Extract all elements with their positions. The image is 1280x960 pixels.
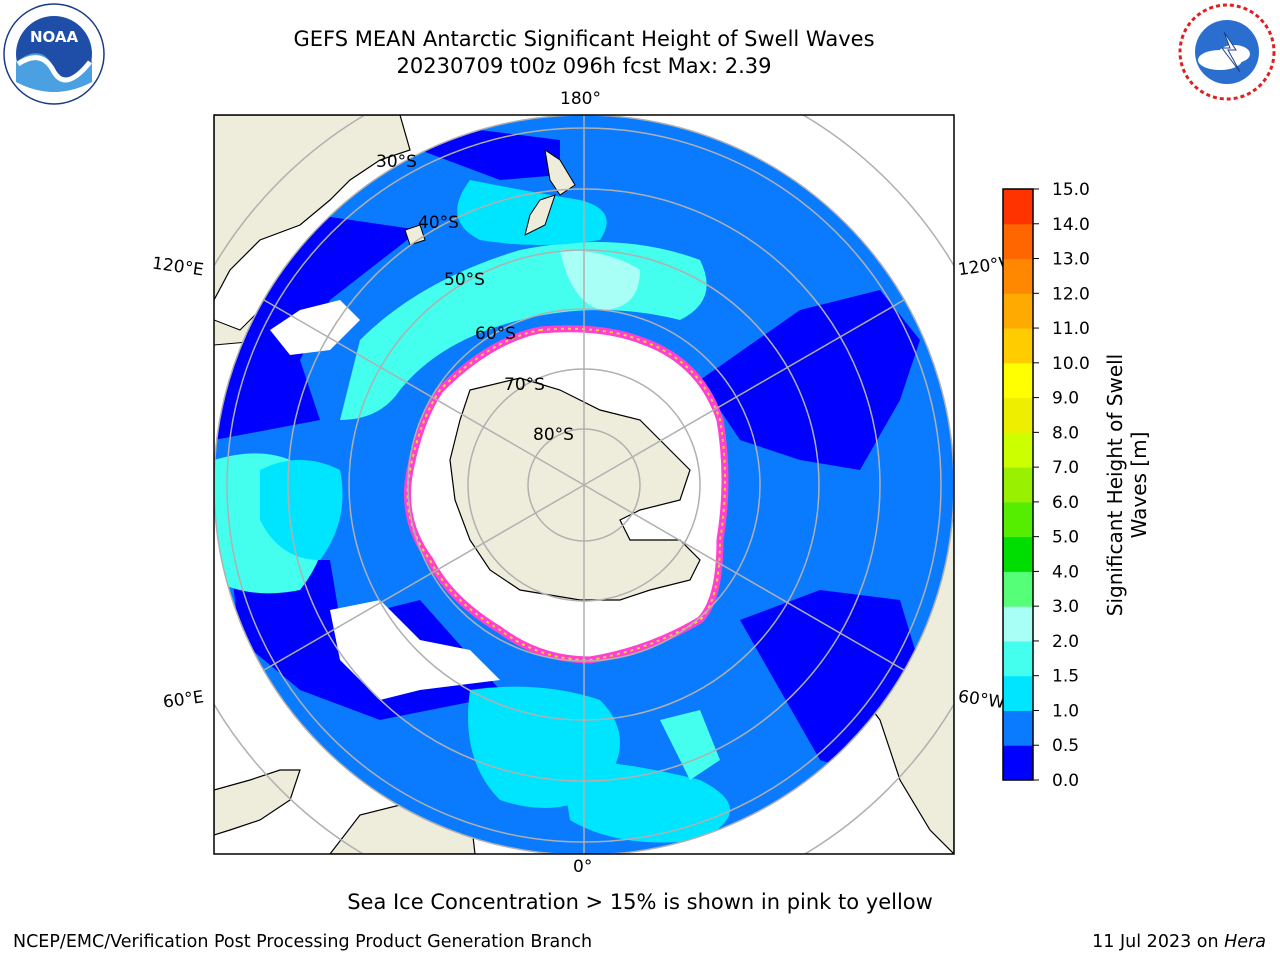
colorbar-bin-15 [1003,223,1033,260]
noaa-logo: NOAA [3,3,105,105]
colorbar-tick-label: 9.0 [1052,389,1079,409]
colorbar-tick-label: 14.0 [1052,215,1090,235]
colorbar-tick-label: 0.5 [1052,736,1079,756]
colorbar-tick-label: 15.0 [1052,180,1090,200]
chart-title: GEFS MEAN Antarctic Significant Height o… [293,27,875,51]
madagascar-land [214,769,301,836]
antarctica-land [449,377,701,601]
colorbar-label-line2: Waves [m] [1127,431,1151,539]
australia-land [214,115,411,301]
nws-logo [1178,3,1276,101]
colorbar-bin-6 [1003,536,1033,572]
footer-date-text: 11 Jul 2023 on [1092,932,1225,952]
colorbar-tick-label: 8.0 [1052,423,1079,443]
colorbar-bin-1 [1003,710,1033,746]
lat-label-80s: 80°S [533,425,574,445]
colorbar-bin-11 [1003,362,1033,399]
lat-label-50s: 50°S [444,270,485,290]
colorbar-bin-0 [1003,745,1033,781]
sea-ice-note: Sea Ice Concentration > 15% is shown in … [347,890,933,914]
lat-label-30s: 30°S [376,152,417,172]
colorbar-tick-label: 3.0 [1052,597,1079,617]
lat-label-40s: 40°S [418,213,459,233]
colorbar-bin-9 [1003,432,1033,468]
footer-branch: NCEP/EMC/Verification Post Processing Pr… [13,932,593,952]
colorbar-bin-10 [1003,397,1033,433]
lat-label-70s: 70°S [504,375,545,395]
colorbar-bin-13 [1003,293,1033,329]
colorbar-bin-16 [1003,189,1033,225]
colorbar-tick-label: 1.0 [1052,701,1079,721]
colorbar-tick-label: 1.5 [1052,667,1079,687]
colorbar-tick-label: 11.0 [1052,319,1090,339]
colorbar-bin-14 [1003,258,1033,294]
lon-label-bottom: 0° [573,857,593,877]
noaa-logo-text: NOAA [30,28,79,46]
colorbar-bin-4 [1003,606,1033,642]
colorbar-tick-label: 4.0 [1052,562,1079,582]
colorbar-tick-label: 13.0 [1052,250,1090,270]
graticule [214,115,954,854]
colorbar-tick-label: 0.0 [1052,771,1079,791]
footer-date: 11 Jul 2023 on Hera [1092,932,1266,952]
footer-host: Hera [1224,932,1266,952]
colorbar-bin-5 [1003,571,1033,607]
colorbar-tick-label: 6.0 [1052,493,1079,513]
colorbar-tick-label: 2.0 [1052,632,1079,652]
colorbar-tick-label: 10.0 [1052,354,1090,374]
colorbar-tick-label: 7.0 [1052,458,1079,478]
colorbar-tick-label: 12.0 [1052,284,1090,304]
colorbar-bin-3 [1003,640,1033,677]
colorbar-bin-12 [1003,328,1033,364]
colorbar-bin-8 [1003,467,1033,503]
lon-label-top: 180° [560,89,601,109]
colorbar-bin-7 [1003,501,1033,538]
colorbar-bin-2 [1003,675,1033,711]
chart-subtitle-run-info: 20230709 t00z 096h fcst Max: 2.39 [396,54,772,78]
colorbar-label-line1: Significant Height of Swell [1103,353,1127,617]
lat-label-60s: 60°S [475,324,516,344]
map-frame [213,114,955,855]
colorbar-tick-label: 5.0 [1052,528,1079,548]
tasmania-land [404,224,426,246]
